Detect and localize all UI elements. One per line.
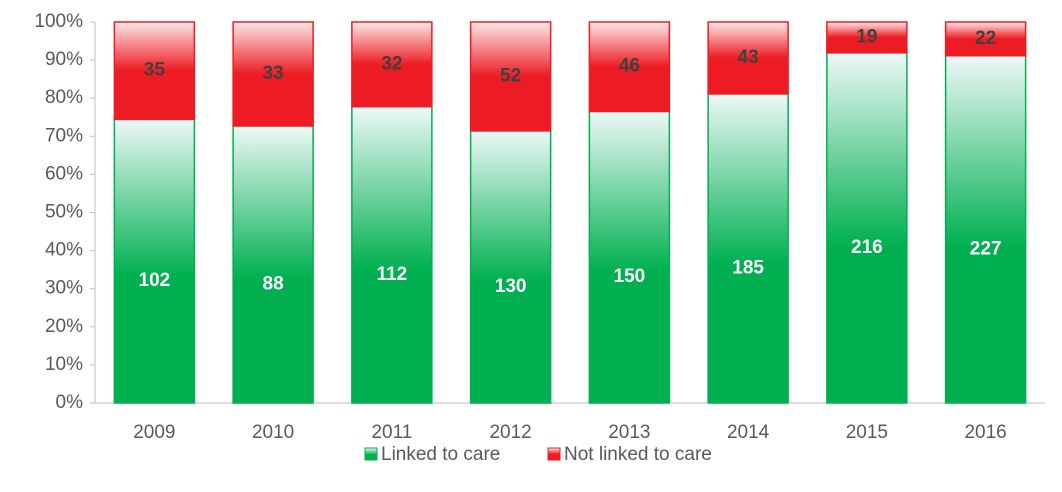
data-label: 19 (856, 26, 877, 47)
bar-segment (707, 21, 789, 95)
bar-segment (232, 21, 314, 127)
legend-label: Not linked to care (564, 444, 712, 465)
bar-segment (826, 52, 908, 404)
data-label: 130 (495, 276, 527, 297)
y-tick-label: 20% (45, 316, 83, 337)
bar-segment (351, 105, 433, 404)
bar-segment (826, 21, 908, 54)
legend-swatch (547, 447, 561, 461)
data-label: 216 (851, 237, 883, 258)
x-tick-label: 2009 (133, 422, 175, 443)
x-tick-label: 2015 (846, 422, 888, 443)
data-label: 185 (732, 257, 764, 278)
x-tick-label: 2014 (727, 422, 770, 443)
y-tick-label: 60% (45, 163, 83, 184)
bar-segment (232, 125, 314, 404)
x-tick-label: 2011 (371, 422, 412, 443)
data-label: 33 (263, 63, 284, 84)
y-tick-label: 80% (45, 87, 83, 108)
y-tick-label: 40% (45, 240, 83, 261)
bar-segment (707, 93, 789, 404)
bar-segment (944, 54, 1027, 404)
bar-segment (588, 110, 671, 404)
x-tick-label: 2013 (608, 422, 650, 443)
x-tick-label: 2010 (252, 422, 294, 443)
data-label: 150 (614, 266, 646, 287)
data-label: 112 (377, 264, 408, 285)
x-tick-label: 2016 (964, 422, 1006, 443)
y-tick-label: 10% (45, 354, 83, 375)
data-label: 32 (381, 53, 402, 74)
x-tick-label: 2012 (489, 422, 531, 443)
data-label: 88 (263, 273, 284, 294)
bar-segment (113, 21, 196, 121)
bar-segment (469, 130, 552, 404)
data-label: 227 (970, 238, 1002, 259)
legend-label: Linked to care (381, 444, 500, 465)
data-label: 46 (619, 56, 640, 77)
y-tick-label: 0% (56, 392, 84, 413)
bar-segment (588, 21, 671, 113)
y-tick-label: 70% (45, 125, 83, 146)
y-tick-label: 100% (34, 11, 83, 32)
data-label: 52 (500, 65, 521, 86)
data-label: 22 (975, 28, 996, 49)
y-tick-label: 50% (45, 202, 83, 223)
data-label: 43 (738, 47, 759, 68)
y-tick-label: 90% (45, 49, 83, 70)
legend-swatch (364, 447, 378, 461)
y-tick-label: 30% (45, 278, 83, 299)
bar-segment (944, 21, 1027, 57)
bar-segment (351, 21, 433, 108)
data-label: 102 (139, 270, 171, 291)
bar-segment (469, 21, 552, 132)
data-label: 35 (144, 60, 166, 81)
bar-segment (113, 118, 196, 404)
